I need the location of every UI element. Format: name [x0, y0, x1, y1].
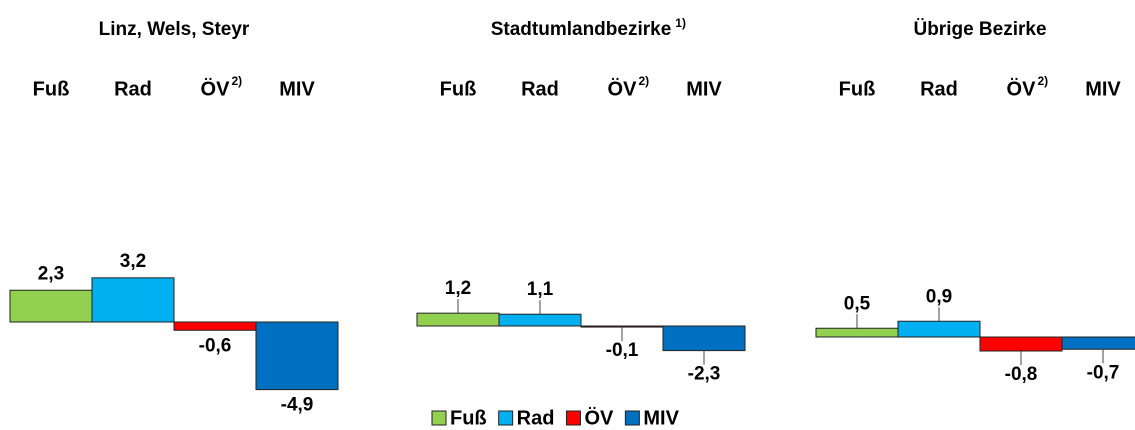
- category-header: Fuß: [839, 78, 876, 100]
- bar: [416, 312, 500, 327]
- bar: [91, 277, 175, 323]
- value-label: -4,9: [281, 395, 314, 416]
- bar: [9, 289, 93, 323]
- value-label: -0,7: [1087, 362, 1120, 383]
- legend-label: ÖV: [584, 406, 614, 429]
- value-label: 1,2: [445, 278, 471, 299]
- bar: [173, 321, 257, 331]
- category-header: ÖV: [201, 77, 231, 100]
- category-header: Rad: [521, 78, 559, 100]
- value-label: 3,2: [120, 251, 146, 272]
- value-label: 0,9: [926, 286, 952, 307]
- category-header: MIV: [686, 78, 722, 100]
- category-header: ÖV: [1007, 77, 1037, 100]
- legend-label: Rad: [517, 407, 555, 429]
- legend-swatch: [565, 410, 581, 426]
- bar: [255, 321, 339, 391]
- bar: [815, 327, 899, 338]
- value-label: -0,1: [606, 340, 639, 361]
- value-label: 2,3: [38, 263, 64, 284]
- category-header: MIV: [1085, 78, 1121, 100]
- legend-swatch: [498, 410, 514, 426]
- category-header: ÖV: [608, 77, 638, 100]
- panel-title: Stadtumlandbezirke: [491, 19, 672, 40]
- category-header: Fuß: [440, 78, 477, 100]
- value-label: -0,6: [199, 335, 232, 356]
- category-header: Fuß: [33, 78, 70, 100]
- value-label: 1,1: [527, 279, 554, 300]
- bar: [897, 320, 981, 338]
- bar: [979, 336, 1063, 352]
- category-note: 2): [231, 74, 242, 88]
- value-label: 0,5: [844, 293, 871, 314]
- title-note: 1): [675, 16, 686, 30]
- category-note: 2): [1037, 74, 1048, 88]
- legend-swatch: [624, 410, 640, 426]
- panel-title: Übrige Bezirke: [913, 19, 1046, 40]
- category-header: Rad: [920, 78, 958, 100]
- category-note: 2): [638, 74, 649, 88]
- legend-label: MIV: [643, 407, 679, 429]
- bar: [1061, 336, 1135, 350]
- bar: [498, 313, 582, 327]
- legend-label: Fuß: [450, 407, 487, 429]
- panel-title: Linz, Wels, Steyr: [99, 19, 250, 40]
- legend-swatch: [431, 410, 447, 426]
- value-label: -2,3: [688, 364, 721, 385]
- value-label: -0,8: [1005, 364, 1038, 385]
- bar: [580, 325, 664, 328]
- category-header: Rad: [114, 78, 152, 100]
- bar: [662, 325, 746, 352]
- category-header: MIV: [279, 78, 315, 100]
